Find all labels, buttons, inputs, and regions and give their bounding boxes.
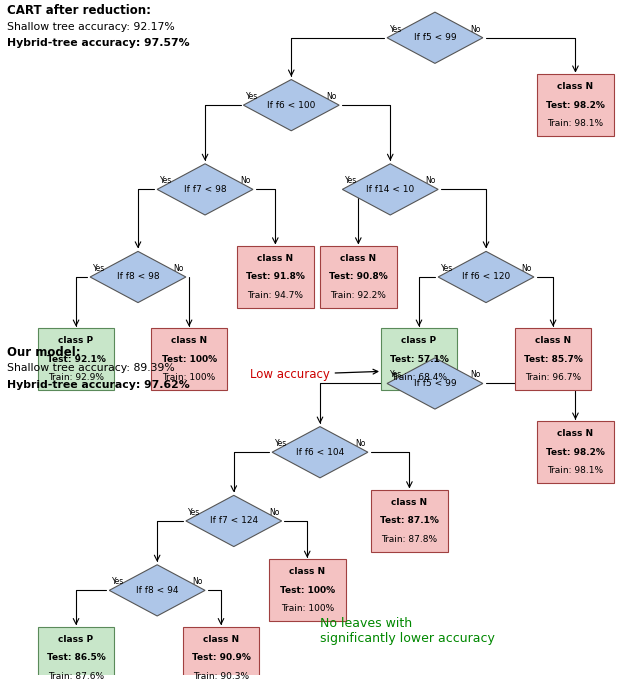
FancyBboxPatch shape <box>38 328 115 390</box>
FancyBboxPatch shape <box>371 490 448 552</box>
Text: Hybrid-tree accuracy: 97.62%: Hybrid-tree accuracy: 97.62% <box>7 380 190 390</box>
Text: If f5 < 99: If f5 < 99 <box>413 33 456 42</box>
Text: No: No <box>521 264 531 273</box>
Text: Shallow tree accuracy: 89.39%: Shallow tree accuracy: 89.39% <box>7 363 175 373</box>
Text: Test: 85.7%: Test: 85.7% <box>524 355 582 364</box>
FancyBboxPatch shape <box>237 246 314 308</box>
Text: If f8 < 98: If f8 < 98 <box>116 272 159 281</box>
FancyBboxPatch shape <box>537 422 614 484</box>
Text: Test: 100%: Test: 100% <box>161 355 217 364</box>
FancyBboxPatch shape <box>151 328 227 390</box>
Polygon shape <box>243 80 339 131</box>
Text: Yes: Yes <box>345 176 357 185</box>
Text: Train: 92.9%: Train: 92.9% <box>48 373 104 382</box>
Text: No: No <box>240 176 250 185</box>
FancyBboxPatch shape <box>269 559 346 621</box>
Text: No: No <box>269 508 279 517</box>
Text: If f7 < 124: If f7 < 124 <box>210 516 258 526</box>
FancyBboxPatch shape <box>320 246 397 308</box>
Text: Train: 94.7%: Train: 94.7% <box>247 291 303 300</box>
Text: class N: class N <box>391 498 428 507</box>
Text: No: No <box>355 439 365 448</box>
Text: Yes: Yes <box>160 176 172 185</box>
Text: class N: class N <box>171 336 207 345</box>
Polygon shape <box>90 251 186 302</box>
Text: No: No <box>425 176 436 185</box>
FancyBboxPatch shape <box>38 627 115 681</box>
Polygon shape <box>438 251 534 302</box>
Text: If f8 < 94: If f8 < 94 <box>136 586 179 595</box>
Text: If f14 < 10: If f14 < 10 <box>366 185 414 194</box>
Text: No leaves with
significantly lower accuracy: No leaves with significantly lower accur… <box>320 617 495 645</box>
FancyBboxPatch shape <box>537 74 614 136</box>
Text: class P: class P <box>58 336 93 345</box>
FancyBboxPatch shape <box>515 328 591 390</box>
Text: Test: 98.2%: Test: 98.2% <box>546 447 605 457</box>
Text: Yes: Yes <box>188 508 201 517</box>
Text: Test: 100%: Test: 100% <box>280 586 335 595</box>
Text: Yes: Yes <box>93 264 105 273</box>
Text: Train: 90.3%: Train: 90.3% <box>193 671 249 680</box>
Text: class N: class N <box>557 429 593 439</box>
Text: Train: 100%: Train: 100% <box>280 604 334 614</box>
Text: class N: class N <box>535 336 571 345</box>
Text: If f6 < 100: If f6 < 100 <box>267 101 316 110</box>
Text: class P: class P <box>401 336 436 345</box>
Text: Test: 57.1%: Test: 57.1% <box>390 355 449 364</box>
Text: Test: 90.8%: Test: 90.8% <box>329 272 388 281</box>
Text: No: No <box>470 25 480 34</box>
Text: Yes: Yes <box>246 92 258 101</box>
Text: Test: 98.2%: Test: 98.2% <box>546 101 605 110</box>
Text: Test: 90.9%: Test: 90.9% <box>191 653 250 662</box>
Polygon shape <box>342 164 438 215</box>
Text: Hybrid-tree accuracy: 97.57%: Hybrid-tree accuracy: 97.57% <box>7 38 189 48</box>
Polygon shape <box>387 12 483 63</box>
Text: Test: 92.1%: Test: 92.1% <box>47 355 106 364</box>
Text: No: No <box>173 264 183 273</box>
Polygon shape <box>387 358 483 409</box>
Text: Yes: Yes <box>390 25 402 34</box>
Text: Train: 98.1%: Train: 98.1% <box>547 466 604 475</box>
Text: class N: class N <box>203 635 239 644</box>
Text: Test: 91.8%: Test: 91.8% <box>246 272 305 281</box>
Text: If f6 < 120: If f6 < 120 <box>462 272 510 281</box>
Text: class P: class P <box>58 635 93 644</box>
Text: No: No <box>470 370 480 379</box>
Text: Train: 92.2%: Train: 92.2% <box>330 291 387 300</box>
Text: Test: 86.5%: Test: 86.5% <box>47 653 106 662</box>
Text: Train: 68.4%: Train: 68.4% <box>391 373 447 382</box>
Text: Yes: Yes <box>275 439 287 448</box>
Text: Train: 87.8%: Train: 87.8% <box>381 535 438 544</box>
Text: Shallow tree accuracy: 92.17%: Shallow tree accuracy: 92.17% <box>7 22 175 32</box>
Polygon shape <box>272 426 368 478</box>
Text: If f6 < 104: If f6 < 104 <box>296 447 344 457</box>
Text: Train: 100%: Train: 100% <box>163 373 216 382</box>
Text: Low accuracy: Low accuracy <box>250 368 378 381</box>
Text: If f7 < 98: If f7 < 98 <box>184 185 227 194</box>
Text: Train: 96.7%: Train: 96.7% <box>525 373 581 382</box>
Text: If f5 < 99: If f5 < 99 <box>413 379 456 388</box>
Text: class N: class N <box>557 82 593 91</box>
Text: CART after reduction:: CART after reduction: <box>7 4 151 17</box>
Text: Train: 87.6%: Train: 87.6% <box>48 671 104 680</box>
Text: class N: class N <box>257 254 293 263</box>
Text: Yes: Yes <box>112 577 124 586</box>
Text: Yes: Yes <box>441 264 453 273</box>
FancyBboxPatch shape <box>381 328 458 390</box>
Text: Our model:: Our model: <box>7 347 81 360</box>
Text: No: No <box>192 577 202 586</box>
Text: class N: class N <box>289 567 325 577</box>
Text: class N: class N <box>340 254 376 263</box>
Text: No: No <box>326 92 337 101</box>
Polygon shape <box>157 164 253 215</box>
Text: Train: 98.1%: Train: 98.1% <box>547 119 604 128</box>
Text: Test: 87.1%: Test: 87.1% <box>380 516 439 526</box>
Polygon shape <box>186 495 282 547</box>
Text: Yes: Yes <box>390 370 402 379</box>
Polygon shape <box>109 565 205 616</box>
FancyBboxPatch shape <box>182 627 259 681</box>
